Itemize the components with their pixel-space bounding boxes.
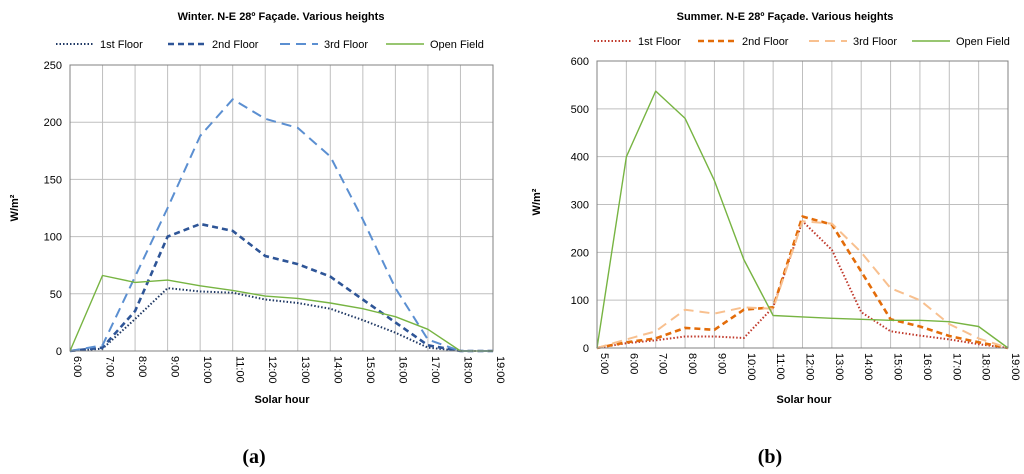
x-tick-label: 10:00	[745, 353, 757, 381]
x-tick-label: 15:00	[364, 356, 376, 384]
y-tick-label: 200	[571, 247, 589, 259]
y-tick-label: 400	[571, 152, 589, 164]
x-tick-label: 18:00	[980, 353, 992, 381]
x-tick-labels: 5:00 6:00 7:00 8:00 9:00 10:00 11:00 12:00 13:00…	[598, 353, 1021, 381]
panel-label: (b)	[758, 446, 782, 468]
legend: 1st Floor 2nd Floor 3rd Floor Open Field	[594, 36, 1010, 48]
series-line-open-field	[596, 90, 1009, 349]
x-tick-label: 18:00	[461, 356, 473, 384]
x-tick-label: 16:00	[921, 353, 933, 381]
x-tick-label: 17:00	[950, 353, 962, 381]
x-tick-label: 14:00	[862, 353, 874, 381]
x-tick-label: 11:00	[774, 353, 786, 380]
y-tick-label: 600	[571, 56, 589, 68]
legend-label: Open Field	[430, 39, 484, 51]
series-line-3rd-floor	[596, 220, 1009, 349]
series-group	[596, 90, 1009, 350]
y-tick-labels: 0 50 100 150 200 250	[44, 60, 62, 358]
x-tick-label: 12:00	[804, 353, 816, 381]
legend: 1st Floor 2nd Floor 3rd Floor Open Field	[56, 39, 484, 51]
plot-frame	[596, 60, 1009, 349]
x-tick-label: 11:00	[234, 356, 246, 383]
x-tick-label: 19:00	[1009, 353, 1021, 381]
x-tick-label: 10:00	[201, 356, 213, 384]
x-tick-label: 14:00	[331, 356, 343, 384]
x-tick-label: 15:00	[892, 353, 904, 381]
y-tick-label: 500	[571, 104, 589, 116]
legend-label: 3rd Floor	[324, 39, 368, 51]
y-axis-label: W/m²	[531, 188, 543, 215]
gridlines	[69, 64, 494, 352]
axes	[69, 64, 494, 352]
legend-label: 3rd Floor	[853, 36, 897, 48]
x-tick-label: 6:00	[627, 353, 639, 374]
series-line-2nd-floor	[596, 215, 1009, 350]
legend-label: 2nd Floor	[742, 36, 789, 48]
x-tick-label: 5:00	[598, 353, 610, 374]
x-tick-label: 13:00	[833, 353, 845, 381]
series-line-open-field	[69, 274, 493, 352]
x-tick-label: 8:00	[686, 353, 698, 374]
series-line-2nd-floor	[69, 222, 493, 353]
x-axis-label: Solar hour	[776, 394, 832, 406]
y-tick-label: 200	[44, 117, 62, 129]
y-tick-label: 0	[56, 346, 62, 358]
x-tick-label: 12:00	[266, 356, 278, 384]
axes	[596, 60, 1009, 349]
x-tick-label: 9:00	[169, 356, 181, 377]
y-tick-label: 50	[50, 289, 62, 301]
y-tick-label: 100	[571, 295, 589, 307]
panel-label: (a)	[242, 446, 265, 468]
y-tick-labels: 0 100 200 300 400 500 600	[571, 56, 589, 355]
x-tick-label: 17:00	[429, 356, 441, 384]
chart-winter: Winter. N-E 28º Façade. Various heights …	[9, 11, 506, 468]
gridlines	[596, 60, 1009, 349]
x-tick-label: 13:00	[299, 356, 311, 384]
y-tick-label: 100	[44, 232, 62, 244]
x-tick-label: 7:00	[104, 356, 116, 377]
y-axis-label: W/m²	[9, 194, 21, 221]
legend-label: 2nd Floor	[212, 39, 259, 51]
x-tick-label: 9:00	[715, 353, 727, 374]
x-tick-label: 19:00	[494, 356, 506, 384]
legend-label: 1st Floor	[100, 39, 143, 51]
y-tick-label: 250	[44, 60, 62, 72]
x-tick-label: 7:00	[657, 353, 669, 374]
chart-title: Winter. N-E 28º Façade. Various heights	[178, 11, 385, 23]
series-line-3rd-floor	[69, 98, 493, 352]
x-tick-label: 8:00	[136, 356, 148, 377]
y-tick-label: 300	[571, 200, 589, 212]
chart-summer: Summer. N-E 28º Façade. Various heights …	[531, 11, 1021, 468]
series-line-1st-floor	[69, 287, 493, 352]
x-axis-label: Solar hour	[254, 394, 310, 406]
series-group	[69, 98, 493, 353]
x-tick-label: 6:00	[71, 356, 83, 377]
y-tick-label: 150	[44, 174, 62, 186]
y-tick-label: 0	[583, 343, 589, 355]
legend-label: 1st Floor	[638, 36, 681, 48]
chart-title: Summer. N-E 28º Façade. Various heights	[677, 11, 894, 23]
plot-frame	[69, 64, 494, 352]
x-tick-labels: 6:00 7:00 8:00 9:00 10:00 11:00 12:00 13:00 14:0…	[71, 356, 506, 384]
legend-label: Open Field	[956, 36, 1010, 48]
x-tick-label: 16:00	[396, 356, 408, 384]
